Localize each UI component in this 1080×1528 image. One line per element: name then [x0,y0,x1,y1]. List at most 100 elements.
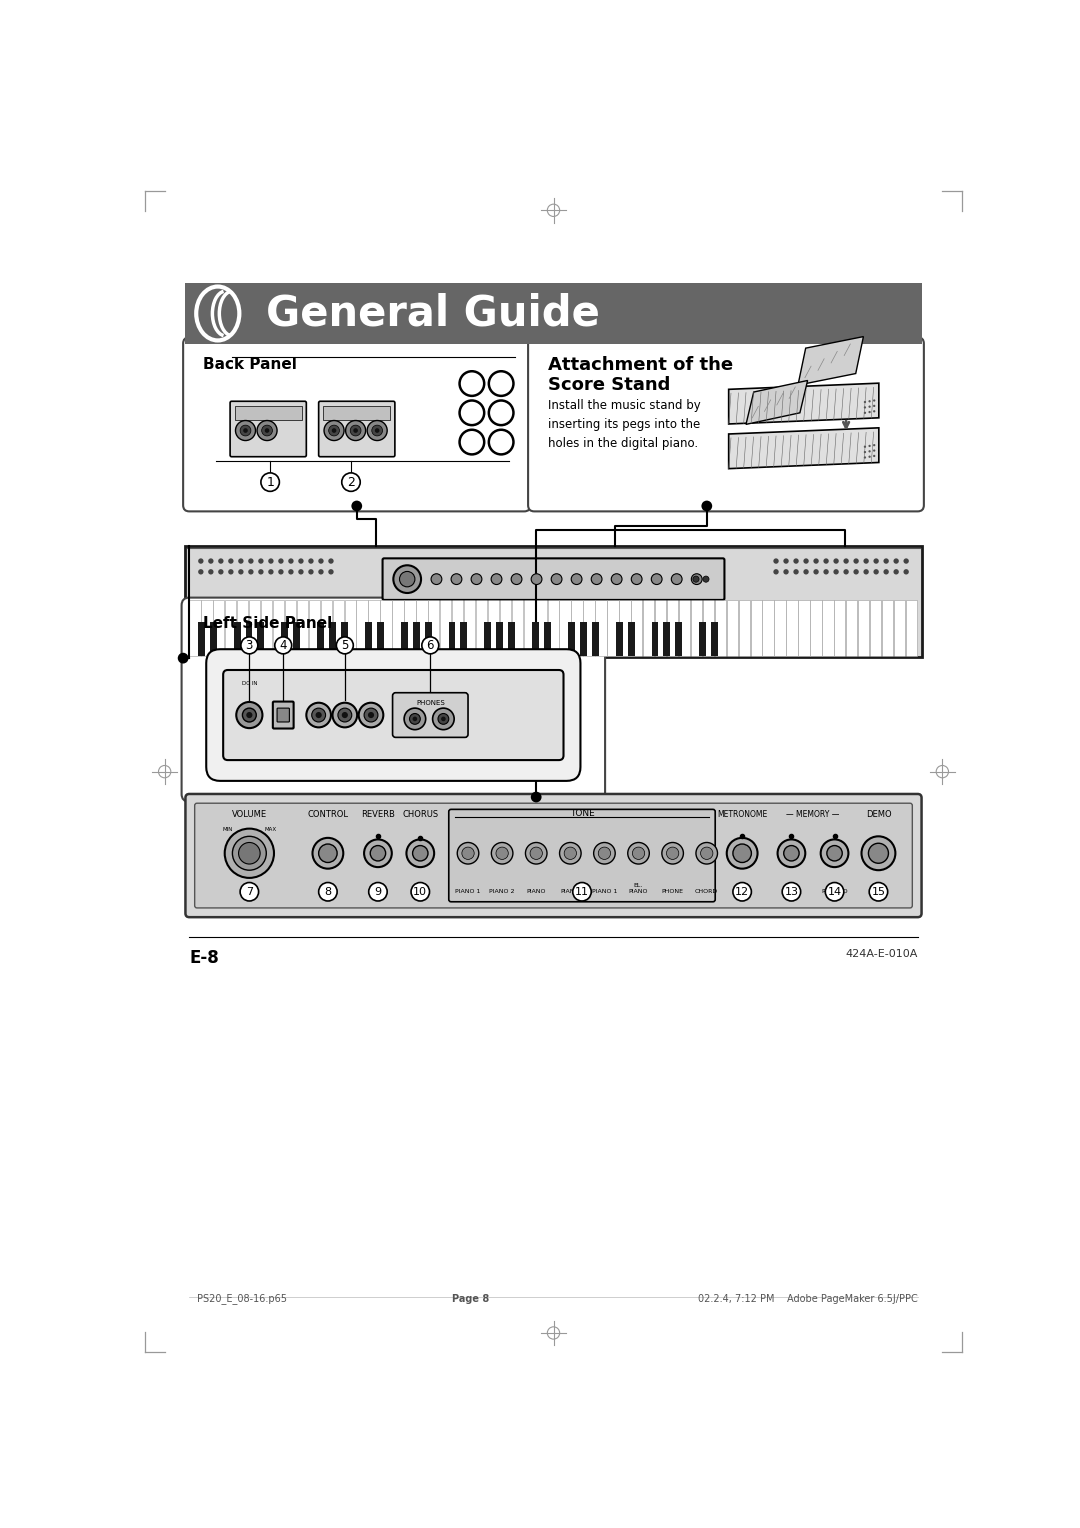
Circle shape [457,842,478,863]
Text: 14: 14 [827,886,841,897]
Circle shape [868,411,870,413]
FancyBboxPatch shape [278,707,289,721]
Bar [906,601,917,656]
Circle shape [353,428,357,432]
Circle shape [218,568,224,575]
Text: 10: 10 [414,886,428,897]
Bar [453,601,463,656]
Circle shape [332,428,336,432]
Circle shape [406,839,434,866]
Bar [368,601,380,656]
Bar [786,601,798,656]
Bar [249,601,260,656]
Circle shape [235,420,256,440]
Text: — MEMORY —: — MEMORY — [786,810,839,819]
Bar [834,601,846,656]
Text: Page 8: Page 8 [451,1294,489,1303]
Bar [282,622,288,656]
Bar [810,601,822,656]
Bar [356,601,368,656]
Circle shape [308,558,313,564]
Circle shape [662,842,684,863]
Circle shape [834,558,839,564]
Circle shape [257,420,278,440]
Bar [333,601,343,656]
Bar [631,601,643,656]
Circle shape [239,842,260,863]
Bar [667,601,678,656]
Circle shape [239,558,244,564]
Circle shape [864,451,866,454]
Circle shape [703,576,710,582]
Circle shape [633,847,645,859]
Bar [323,406,390,420]
Circle shape [298,568,303,575]
Bar [294,622,300,656]
Circle shape [491,842,513,863]
Bar [488,601,499,656]
Circle shape [279,558,284,564]
Bar [318,622,324,656]
Bar [210,622,217,656]
Circle shape [351,501,362,512]
Bar [297,601,308,656]
Circle shape [868,451,870,452]
Bar [774,601,786,656]
Circle shape [319,843,337,862]
Text: 9: 9 [375,886,381,897]
Circle shape [248,568,254,575]
Polygon shape [729,384,879,423]
Circle shape [288,568,294,575]
Circle shape [864,406,866,408]
Circle shape [431,573,442,585]
Circle shape [823,568,828,575]
Circle shape [873,455,876,457]
Bar [509,622,515,656]
Bar [679,601,690,656]
Circle shape [526,842,546,863]
Text: 424A-E-010A: 424A-E-010A [846,949,918,958]
Circle shape [288,558,294,564]
Circle shape [825,883,843,902]
Text: 4: 4 [280,639,287,652]
Text: Attachment of the: Attachment of the [549,356,733,374]
Circle shape [873,445,876,446]
Circle shape [441,717,446,721]
Text: CHORD: CHORD [696,889,718,894]
Bar [476,601,487,656]
Bar [198,622,205,656]
Text: 15: 15 [872,886,886,897]
Bar [627,622,635,656]
Circle shape [559,842,581,863]
Circle shape [821,839,849,866]
Circle shape [364,707,378,721]
Polygon shape [746,380,808,425]
Text: STOP: STOP [783,889,799,894]
Text: PHONE: PHONE [662,889,684,894]
Circle shape [571,573,582,585]
Bar [583,601,595,656]
Bar [643,601,654,656]
Circle shape [627,842,649,863]
Bar [882,601,893,656]
Bar [413,622,420,656]
Circle shape [258,558,264,564]
Bar [460,622,468,656]
Bar [619,601,631,656]
Bar [341,622,348,656]
Bar [798,601,810,656]
Bar [365,622,372,656]
Bar [651,622,659,656]
Circle shape [591,573,602,585]
Circle shape [632,573,642,585]
Bar [401,622,407,656]
Bar [607,601,619,656]
Circle shape [827,845,842,860]
Text: MAX: MAX [265,827,276,831]
Bar [392,601,404,656]
Circle shape [862,836,895,871]
Bar [595,601,607,656]
Circle shape [413,845,428,860]
Circle shape [312,707,325,721]
Circle shape [336,637,353,654]
